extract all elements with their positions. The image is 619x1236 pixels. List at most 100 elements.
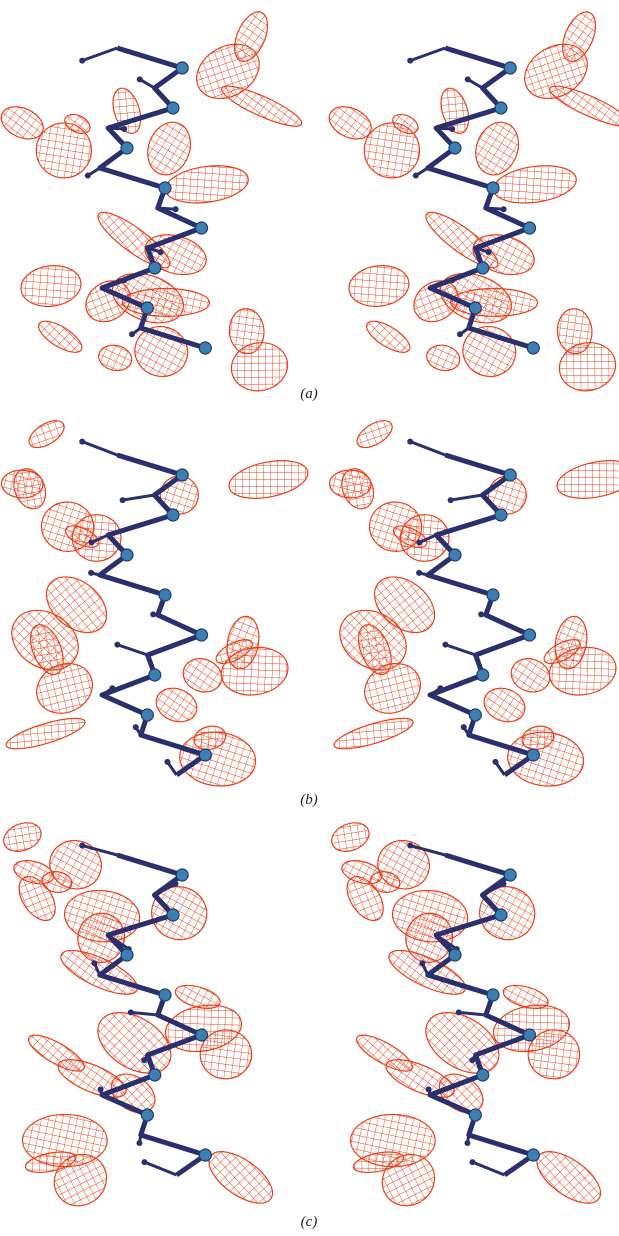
atom <box>419 960 425 966</box>
side-chain <box>451 495 483 500</box>
density-mesh <box>201 1142 281 1213</box>
c-alpha <box>504 62 516 74</box>
c-alpha <box>141 1109 153 1121</box>
c-alpha <box>149 1069 161 1081</box>
c-alpha <box>121 549 133 561</box>
c-alpha <box>477 669 489 681</box>
c-alpha <box>141 302 153 314</box>
stereo-view <box>327 818 609 1217</box>
atom <box>442 642 448 648</box>
atom <box>413 173 419 179</box>
atom <box>121 126 127 132</box>
panel-label: (b) <box>300 792 318 808</box>
c-alpha <box>469 709 481 721</box>
c-alpha <box>449 949 461 961</box>
c-alpha <box>141 709 153 721</box>
density-mesh <box>424 342 462 373</box>
density-mesh <box>25 415 69 453</box>
c-alpha <box>176 869 188 881</box>
c-alpha <box>159 182 171 194</box>
c-alpha <box>524 222 536 234</box>
side-chain <box>445 645 475 655</box>
c-alpha <box>504 469 516 481</box>
density-mesh <box>351 1114 436 1166</box>
c-alpha <box>167 509 179 521</box>
c-alpha <box>167 102 179 114</box>
atom <box>88 540 94 546</box>
c-alpha <box>176 469 188 481</box>
density-mesh <box>346 262 411 310</box>
atom <box>136 1140 142 1146</box>
atom <box>150 611 156 617</box>
density-mesh <box>34 315 86 358</box>
c-alpha <box>196 1029 208 1041</box>
stereo-view <box>0 818 281 1217</box>
atom <box>501 206 507 212</box>
c-alpha <box>527 342 539 354</box>
panels <box>0 7 619 1216</box>
density-mesh <box>96 342 134 373</box>
c-alpha <box>504 869 516 881</box>
atom <box>469 1159 475 1165</box>
atom <box>461 724 467 730</box>
c-alpha <box>469 1109 481 1121</box>
atom <box>128 1009 134 1015</box>
side-chain <box>123 495 155 500</box>
density-mesh <box>331 712 415 755</box>
atom <box>407 439 413 445</box>
c-alpha <box>477 262 489 274</box>
atom <box>478 611 484 617</box>
c-alpha <box>196 222 208 234</box>
atom <box>91 960 97 966</box>
panel-label: (a) <box>300 386 318 402</box>
side-chain <box>117 645 147 655</box>
page: (a) (b) (c) (() => { const data = JSON.p… <box>0 0 619 1236</box>
density-mesh <box>529 1142 609 1213</box>
stereo-view <box>329 415 619 790</box>
atom <box>173 206 179 212</box>
c-alpha <box>149 262 161 274</box>
c-alpha <box>199 342 211 354</box>
atom <box>98 1086 104 1092</box>
c-alpha <box>121 949 133 961</box>
side-chain <box>410 48 445 61</box>
side-chain <box>410 442 445 455</box>
side-chain <box>82 48 117 61</box>
atom <box>416 570 422 576</box>
density-mesh <box>554 455 619 505</box>
c-alpha <box>469 302 481 314</box>
c-alpha <box>149 669 161 681</box>
atom <box>133 724 139 730</box>
atom <box>79 58 85 64</box>
stereo-view <box>0 7 305 396</box>
c-alpha <box>199 749 211 761</box>
atom <box>114 642 120 648</box>
atom <box>464 1140 470 1146</box>
c-alpha <box>495 509 507 521</box>
atom <box>456 1009 462 1015</box>
density-mesh <box>18 262 83 310</box>
atom <box>79 843 85 849</box>
atom <box>486 249 492 255</box>
density-mesh <box>353 415 397 453</box>
atom <box>407 843 413 849</box>
side-chain <box>144 1162 176 1175</box>
atom <box>120 497 126 503</box>
atom <box>129 331 135 337</box>
atom <box>158 249 164 255</box>
c-alpha <box>524 1029 536 1041</box>
atom <box>465 76 471 82</box>
stereo-view <box>324 7 619 396</box>
atom <box>85 173 91 179</box>
atom <box>449 126 455 132</box>
atom <box>407 58 413 64</box>
c-alpha <box>176 62 188 74</box>
c-alpha <box>524 629 536 641</box>
c-alpha <box>199 1149 211 1161</box>
atom <box>457 331 463 337</box>
side-chain <box>472 1162 504 1175</box>
c-alpha <box>487 589 499 601</box>
stereo-view <box>1 415 312 790</box>
c-alpha <box>159 989 171 1001</box>
side-chain <box>82 442 117 455</box>
